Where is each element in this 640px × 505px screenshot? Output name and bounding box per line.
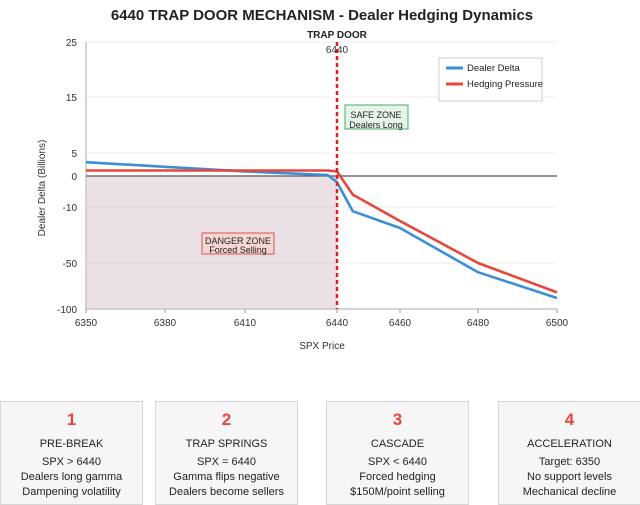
stage-title: TRAP SPRINGS xyxy=(185,438,268,450)
stage-card-2: 2 TRAP SPRINGS SPX = 6440 Gamma flips ne… xyxy=(155,401,298,505)
y-tick-label: -50 xyxy=(63,259,78,270)
y-tick-label: 15 xyxy=(66,93,78,104)
stage-number: 3 xyxy=(392,410,403,429)
stage-line: No support levels xyxy=(527,471,612,483)
stage-title: PRE-BREAK xyxy=(39,438,104,450)
stage-number: 1 xyxy=(66,410,77,429)
chart-title: 6440 TRAP DOOR MECHANISM - Dealer Hedgin… xyxy=(111,7,533,24)
x-tick-label: 6380 xyxy=(154,318,177,329)
y-tick-label: 25 xyxy=(66,38,78,49)
chart: 6440 TRAP DOOR MECHANISM - Dealer Hedgin… xyxy=(37,7,569,352)
stage-line: $150M/point selling xyxy=(350,486,445,498)
stage-number: 4 xyxy=(564,410,575,429)
stage-line: SPX < 6440 xyxy=(367,456,428,468)
stage-card-3: 3 CASCADE SPX < 6440 Forced hedging $150… xyxy=(326,401,469,505)
stage-number: 2 xyxy=(221,410,232,429)
safe-zone-box xyxy=(344,104,409,130)
legend-label: Hedging Pressure xyxy=(467,79,543,90)
safe-zone-label: SAFE ZONE xyxy=(350,110,401,120)
stage-line: Mechanical decline xyxy=(522,486,617,498)
legend-box xyxy=(438,57,543,102)
stage-line: Dealers long gamma xyxy=(20,471,123,483)
stage-title: CASCADE xyxy=(370,438,425,450)
stage-title: ACCELERATION xyxy=(527,438,612,450)
x-tick-label: 6350 xyxy=(75,318,98,329)
danger-zone-label: DANGER ZONE xyxy=(205,236,271,246)
x-tick-label: 6460 xyxy=(389,318,412,329)
stage-line: Dampening volatility xyxy=(22,486,121,498)
x-tick-label: 6410 xyxy=(234,318,257,329)
x-tick-label: 6440 xyxy=(326,318,349,329)
stage-line: Forced hedging xyxy=(359,471,436,483)
stage-card-4: 4 ACCELERATION Target: 6350 No support l… xyxy=(498,401,640,505)
y-tick-label: 5 xyxy=(71,149,77,160)
stage-card-1: 1 PRE-BREAK SPX > 6440 Dealers long gamm… xyxy=(0,401,143,505)
danger-zone-box xyxy=(201,232,275,255)
y-tick-label: 0 xyxy=(71,172,77,183)
y-axis-title: Dealer Delta (Billions) xyxy=(37,140,48,237)
stage-line: Target: 6350 xyxy=(538,456,601,468)
trap-door-value: 6440 xyxy=(326,45,349,56)
y-tick-label: -10 xyxy=(63,203,78,214)
trap-door-label: TRAP DOOR xyxy=(307,30,368,41)
safe-zone-sublabel: Dealers Long xyxy=(349,120,403,130)
x-tick-label: 6480 xyxy=(467,318,490,329)
x-tick-label: 6500 xyxy=(546,318,569,329)
stage-cards: 1 PRE-BREAK SPX > 6440 Dealers long gamm… xyxy=(0,401,640,505)
stage-line: Gamma flips negative xyxy=(173,471,280,483)
stage-line: SPX = 6440 xyxy=(196,456,257,468)
y-tick-label: -100 xyxy=(57,305,77,316)
danger-zone-sublabel: Forced Selling xyxy=(209,245,267,255)
stage-line: SPX > 6440 xyxy=(41,456,102,468)
stage-line: Dealers become sellers xyxy=(169,486,284,498)
legend-label: Dealer Delta xyxy=(467,63,521,74)
x-axis-title: SPX Price xyxy=(299,341,345,352)
